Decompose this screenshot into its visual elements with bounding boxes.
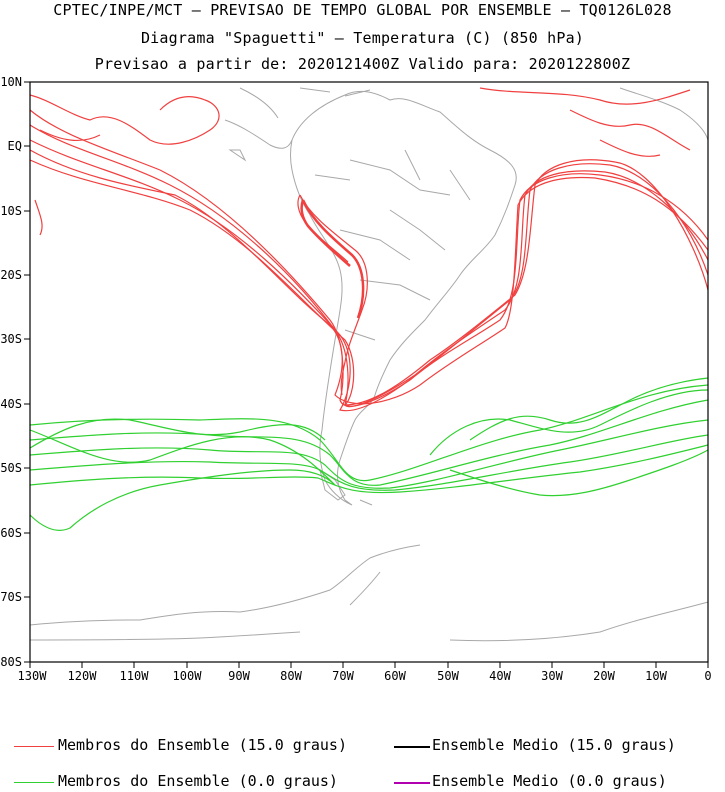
antarctica-coast (29, 544, 709, 642)
lon-axis: 130W 120W 110W 100W 90W 80W 70W 60W 50W … (18, 662, 712, 683)
legend-swatch-mean-0 (394, 782, 430, 784)
green-member-2 (29, 399, 709, 486)
lon-label-110w: 110W (120, 669, 150, 683)
isotherm-15-members (29, 87, 709, 412)
red-north-right-blobs (479, 87, 691, 157)
lat-tick-eq: EQ (8, 139, 30, 153)
lon-label-90w: 90W (228, 669, 250, 683)
legend-swatch-members-15 (14, 746, 54, 747)
lon-label-30w: 30W (541, 669, 563, 683)
lat-tick-60s: 60S (0, 526, 30, 540)
lon-tick-130w: 130W (18, 662, 48, 683)
lon-tick-120w: 120W (68, 662, 98, 683)
lon-label-130w: 130W (18, 669, 48, 683)
green-member-8 (29, 389, 709, 456)
lon-label-70w: 70W (332, 669, 354, 683)
lat-label-60s: 60S (0, 526, 22, 540)
red-member-4 (29, 159, 709, 406)
lon-tick-90w: 90W (228, 662, 251, 683)
lon-label-80w: 80W (280, 669, 302, 683)
coastlines (29, 87, 709, 642)
lon-tick-0: 0 (704, 662, 712, 683)
lat-label-10s: 10S (0, 204, 22, 218)
central-america-coast (224, 87, 293, 149)
plot-frame (29, 81, 709, 663)
lon-tick-70w: 70W (332, 662, 355, 683)
lon-label-20w: 20W (593, 669, 615, 683)
lon-tick-80w: 80W (280, 662, 303, 683)
caribbean-islands (228, 87, 371, 162)
lat-label-10n: 10N (0, 75, 22, 89)
lon-label-0: 0 (704, 669, 711, 683)
lon-label-120w: 120W (68, 669, 98, 683)
lat-tick-10n: 10N (0, 75, 30, 89)
lon-tick-10w: 10W (645, 662, 668, 683)
country-borders (314, 149, 471, 341)
lon-tick-110w: 110W (120, 662, 150, 683)
isotherm-0-members (29, 377, 709, 531)
lat-label-40s: 40S (0, 397, 22, 411)
lat-label-20s: 20S (0, 268, 22, 282)
lon-tick-100w: 100W (173, 662, 203, 683)
legend-label-mean-0: Ensemble Medio (0.0 graus) (432, 772, 667, 790)
legend-label-members-15: Membros do Ensemble (15.0 graus) (58, 736, 347, 754)
green-member-1 (29, 384, 709, 482)
lat-tick-30s: 30S (0, 332, 30, 346)
lat-tick-70s: 70S (0, 590, 30, 604)
title-line-3: Previsao a partir de: 2020121400Z Valido… (94, 55, 631, 73)
lon-label-40w: 40W (489, 669, 511, 683)
green-member-3 (29, 419, 709, 489)
lat-label-eq: EQ (8, 139, 22, 153)
green-member-6 (29, 449, 709, 531)
lon-tick-20w: 20W (593, 662, 616, 683)
red-member-2 (29, 124, 709, 408)
lat-label-30s: 30S (0, 332, 22, 346)
lon-tick-60w: 60W (384, 662, 407, 683)
green-member-7 (29, 377, 709, 486)
africa-coast (619, 87, 709, 141)
lat-tick-50s: 50S (0, 461, 30, 475)
legend-swatch-members-0 (14, 782, 54, 783)
legend-label-mean-15: Ensemble Medio (15.0 graus) (432, 736, 676, 754)
lat-tick-40s: 40S (0, 397, 30, 411)
lon-label-10w: 10W (645, 669, 667, 683)
red-member-5 (29, 149, 709, 405)
lon-label-50w: 50W (437, 669, 459, 683)
lat-label-70s: 70S (0, 590, 22, 604)
legend-swatch-mean-15 (394, 746, 430, 748)
green-member-4 (29, 434, 709, 491)
lat-label-80s: 80S (0, 655, 22, 669)
lat-label-50s: 50S (0, 461, 22, 475)
lat-tick-80s: 80S (0, 655, 30, 669)
tierra-del-fuego (319, 468, 373, 506)
red-bolivia-loop-inner (300, 199, 365, 319)
green-member-5 (29, 444, 709, 494)
legend-label-members-0: Membros do Ensemble (0.0 graus) (58, 772, 338, 790)
red-north-left-blobs (29, 94, 220, 236)
lon-tick-30w: 30W (541, 662, 564, 683)
title-line-1: CPTEC/INPE/MCT — PREVISAO DE TEMPO GLOBA… (53, 1, 672, 19)
lon-tick-50w: 50W (437, 662, 460, 683)
red-member-1 (29, 109, 709, 407)
title-line-2: Diagrama "Spaguetti" — Temperatura (C) (… (140, 29, 585, 47)
lat-tick-10s: 10S (0, 204, 30, 218)
lat-axis: 10N EQ 10S 20S 30S 40S 50S 60S 70S 80S (0, 75, 30, 669)
lon-label-100w: 100W (173, 669, 203, 683)
lon-tick-40w: 40W (489, 662, 512, 683)
lat-tick-20s: 20S (0, 268, 30, 282)
lon-label-60w: 60W (384, 669, 406, 683)
south-america-coast (290, 90, 517, 506)
